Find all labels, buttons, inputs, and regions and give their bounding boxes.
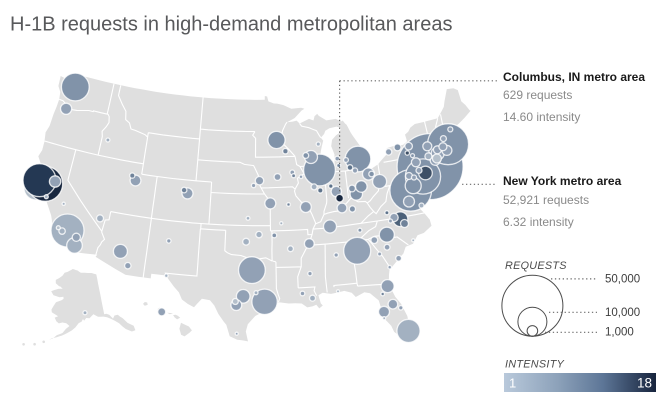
- svg-text:REQUESTS: REQUESTS: [505, 260, 567, 272]
- svg-text:10,000: 10,000: [605, 307, 640, 319]
- svg-text:1,000: 1,000: [605, 327, 634, 339]
- svg-text:H-1B requests in high-demand m: H-1B requests in high-demand metropolita…: [10, 14, 452, 36]
- svg-text:52,921 requests: 52,921 requests: [503, 193, 589, 207]
- svg-text:14.60 intensity: 14.60 intensity: [503, 110, 580, 124]
- svg-text:1: 1: [509, 376, 516, 391]
- svg-text:New York metro area: New York metro area: [503, 174, 622, 188]
- svg-text:6.32 intensity: 6.32 intensity: [503, 215, 574, 229]
- svg-text:629 requests: 629 requests: [503, 88, 572, 102]
- svg-text:INTENSITY: INTENSITY: [505, 359, 565, 371]
- svg-text:Columbus, IN metro area: Columbus, IN metro area: [503, 70, 645, 84]
- svg-text:50,000: 50,000: [605, 274, 640, 286]
- svg-text:18: 18: [637, 376, 652, 391]
